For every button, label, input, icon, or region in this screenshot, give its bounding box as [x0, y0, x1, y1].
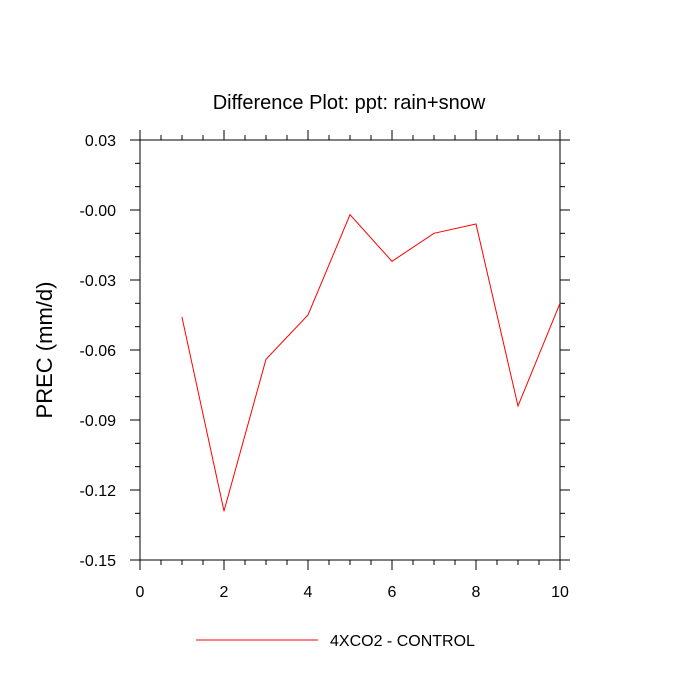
- data-point: [181, 316, 183, 318]
- data-point: [349, 214, 351, 216]
- data-point: [433, 232, 435, 234]
- axis-ticks: [130, 130, 570, 570]
- x-tick-label: 10: [551, 584, 569, 601]
- series-layer: [181, 213, 561, 512]
- x-tick-label: 2: [220, 584, 229, 601]
- data-point: [223, 510, 225, 512]
- y-tick-label: -0.00: [80, 203, 117, 220]
- x-tick-labels: 0 2 4 6 8 10: [136, 584, 569, 601]
- legend-label: 4XCO2 - CONTROL: [330, 633, 475, 650]
- y-tick-labels: 0.03 -0.00 -0.03 -0.06 -0.09 -0.12 -0.15: [80, 133, 117, 570]
- x-tick-label: 8: [472, 584, 481, 601]
- data-point: [391, 260, 393, 262]
- y-tick-label: -0.09: [80, 413, 117, 430]
- data-point: [307, 314, 309, 316]
- y-tick-label: -0.03: [80, 273, 117, 290]
- chart-title: Difference Plot: ppt: rain+snow: [213, 92, 486, 114]
- y-tick-label: -0.12: [80, 483, 117, 500]
- data-point: [265, 358, 267, 360]
- x-tick-label: 6: [388, 584, 397, 601]
- data-point: [559, 302, 561, 304]
- y-tick-label: 0.03: [85, 133, 116, 150]
- y-tick-label: -0.06: [80, 343, 117, 360]
- y-axis-label: PREC (mm/d): [32, 282, 57, 419]
- plot-frame: [139, 139, 561, 561]
- x-tick-label: 0: [136, 584, 145, 601]
- x-tick-label: 4: [304, 584, 313, 601]
- y-tick-label: -0.15: [80, 553, 117, 570]
- data-point: [475, 223, 477, 225]
- data-point: [517, 405, 519, 407]
- legend: 4XCO2 - CONTROL: [196, 633, 475, 650]
- series-line: [181, 213, 561, 512]
